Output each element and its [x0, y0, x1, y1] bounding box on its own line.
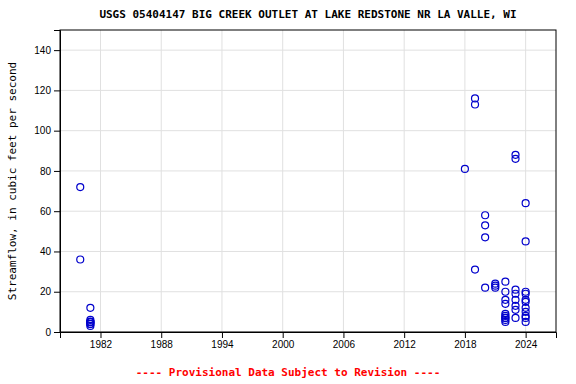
- x-axis-tick-label: 2024: [515, 339, 538, 350]
- x-axis-tick: 2006: [333, 332, 356, 350]
- y-axis-tick: 140: [34, 45, 60, 56]
- x-axis-tick-label: 2018: [454, 339, 477, 350]
- x-axis-tick: 1982: [90, 332, 113, 350]
- point: [472, 266, 479, 273]
- grid-line-x: [161, 30, 162, 332]
- point: [87, 322, 94, 329]
- y-axis-tick-mark: [54, 332, 60, 333]
- y-axis: 0 20 40 60 80 100 120 140: [34, 31, 60, 338]
- x-axis-tick-mark: [343, 332, 344, 338]
- point: [512, 306, 519, 313]
- y-axis-line: [54, 31, 61, 333]
- x-axis-line: [61, 333, 557, 339]
- point: [502, 318, 509, 325]
- x-axis-tick: 2000: [272, 332, 295, 350]
- grid-line-x: [100, 30, 101, 332]
- y-axis-title: Streamflow, in cubic feet per second: [6, 62, 19, 300]
- x-axis-tick-label: 2012: [394, 339, 417, 350]
- grid-line-y: [60, 130, 556, 131]
- plot-frame: [60, 30, 556, 332]
- y-axis-tick: 0: [45, 327, 60, 338]
- grid-line-x: [464, 30, 465, 332]
- y-axis-tick-label: 0: [45, 327, 51, 338]
- x-axis-tick: 1988: [151, 332, 174, 350]
- y-axis-tick: 100: [34, 125, 60, 136]
- y-axis-tick-label: 100: [34, 125, 51, 136]
- y-axis-tick-mark: [54, 131, 60, 132]
- y-axis-tick-mark: [54, 251, 60, 252]
- y-axis-tick-mark: [54, 50, 60, 51]
- x-axis-tick: 2018: [454, 332, 477, 350]
- point: [482, 222, 489, 229]
- y-axis-tick-label: 80: [40, 166, 52, 177]
- y-axis-tick-mark: [54, 171, 60, 172]
- y-axis-tick-label: 140: [34, 45, 51, 56]
- point: [522, 238, 529, 245]
- y-axis-tick: 60: [40, 206, 60, 217]
- x-axis-tick-mark: [161, 332, 162, 338]
- grid-line-x: [525, 30, 526, 332]
- x-axis-tick: 2024: [515, 332, 538, 350]
- point: [461, 165, 468, 172]
- y-axis-tick-label: 120: [34, 85, 51, 96]
- y-axis-tick-label: 60: [40, 206, 52, 217]
- x-axis-tick-mark: [283, 332, 284, 338]
- point: [77, 184, 84, 191]
- x-axis-tick-mark: [526, 332, 527, 338]
- grid-line-x: [221, 30, 222, 332]
- y-axis-tick-mark: [54, 292, 60, 293]
- y-axis-tick-label: 20: [40, 286, 52, 297]
- point: [512, 314, 519, 321]
- point: [492, 284, 499, 291]
- footnote: ---- Provisional Data Subject to Revisio…: [136, 366, 441, 379]
- grid-line-y: [60, 291, 556, 292]
- x-axis-tick-mark: [404, 332, 405, 338]
- y-axis-tick: 120: [34, 85, 60, 96]
- point: [522, 318, 529, 325]
- point: [502, 288, 509, 295]
- grid-line-y: [60, 50, 556, 51]
- point: [502, 300, 509, 307]
- title: USGS 05404147 BIG CREEK OUTLET AT LAKE R…: [99, 8, 516, 21]
- grid-line-x: [282, 30, 283, 332]
- point: [77, 256, 84, 263]
- y-axis-tick-label: 40: [40, 246, 52, 257]
- grid-line-x: [404, 30, 405, 332]
- y-axis-tick: 40: [40, 246, 60, 257]
- plot: 1982 1988 1994 2000 2006 2012 2018 2024 0 20 40 60 8…: [34, 30, 556, 350]
- y-axis-tick: 20: [40, 286, 60, 297]
- grid: [60, 30, 556, 332]
- chart: 1982 1988 1994 2000 2006 2012 2018 2024 0 20 40 60 8…: [0, 0, 576, 384]
- x-axis-tick: 2012: [394, 332, 417, 350]
- x-axis-tick-mark: [465, 332, 466, 338]
- points: [77, 95, 529, 330]
- point: [502, 278, 509, 285]
- x-axis-tick-label: 1988: [151, 339, 174, 350]
- grid-line-y: [60, 211, 556, 212]
- x-axis-tick-label: 2006: [333, 339, 356, 350]
- point: [512, 151, 519, 158]
- grid-line-y: [60, 90, 556, 91]
- x-axis-tick: 1994: [211, 332, 234, 350]
- point: [87, 304, 94, 311]
- y-axis-tick-mark: [54, 211, 60, 212]
- x-axis-tick-label: 1994: [211, 339, 234, 350]
- grid-line-x: [343, 30, 344, 332]
- point: [482, 212, 489, 219]
- point: [482, 234, 489, 241]
- x-axis-tick-mark: [222, 332, 223, 338]
- x-axis-tick-label: 1982: [90, 339, 113, 350]
- x-axis-tick-mark: [100, 332, 101, 338]
- x-axis-tick-label: 2000: [272, 339, 295, 350]
- y-axis-tick-mark: [54, 90, 60, 91]
- point: [472, 101, 479, 108]
- y-axis-tick: 80: [40, 166, 60, 177]
- x-axis: 1982 1988 1994 2000 2006 2012 2018 2024: [61, 332, 557, 350]
- point: [522, 200, 529, 207]
- grid-line-y: [60, 251, 556, 252]
- point: [482, 284, 489, 291]
- grid-line-y: [60, 170, 556, 171]
